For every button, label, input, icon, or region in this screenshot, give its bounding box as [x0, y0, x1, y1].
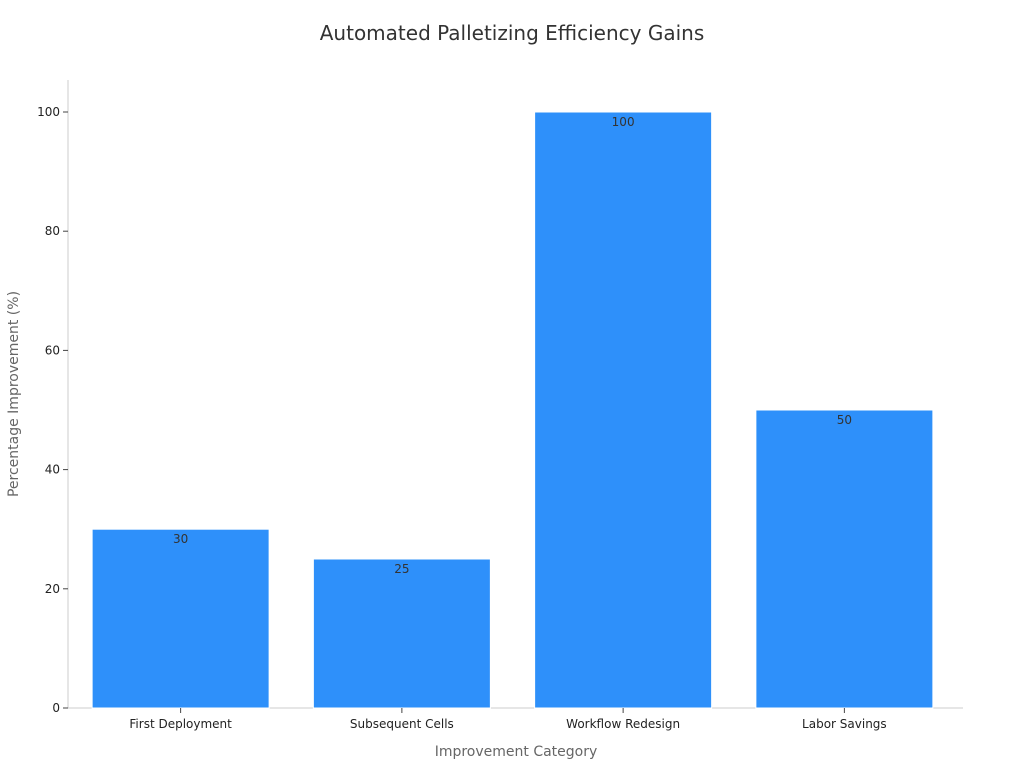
y-tick-label: 0	[52, 701, 60, 715]
chart-title: Automated Palletizing Efficiency Gains	[320, 21, 705, 45]
bar-value-label: 100	[612, 115, 635, 129]
x-axis-label: Improvement Category	[435, 744, 598, 760]
y-tick-label: 60	[45, 343, 60, 357]
x-tick-label: Workflow Redesign	[566, 717, 680, 731]
bar-value-label: 50	[837, 413, 852, 427]
y-axis-ticks: 0 20 40 60 80 100	[37, 105, 68, 715]
y-axis-label: Percentage Improvement (%)	[6, 291, 22, 497]
bar-value-label: 25	[394, 562, 409, 576]
y-tick-label: 80	[45, 224, 60, 238]
bar-value-label: 30	[173, 532, 188, 546]
bars-group	[91, 111, 934, 709]
x-tick-label: Subsequent Cells	[350, 717, 454, 731]
y-tick-label: 20	[45, 582, 60, 596]
x-axis-ticks: First Deployment Subsequent Cells Workflow…	[129, 708, 887, 731]
y-tick-label: 100	[37, 105, 60, 119]
x-tick-label: First Deployment	[129, 717, 232, 731]
bar-workflow-redesign	[534, 111, 713, 709]
y-tick-label: 40	[45, 463, 60, 477]
bar-first-deployment	[91, 528, 270, 709]
bar-labor-savings	[755, 409, 934, 709]
bar-subsequent-cells	[312, 558, 491, 709]
data-labels-group: 30 25 100 50	[173, 115, 852, 576]
x-tick-label: Labor Savings	[802, 717, 887, 731]
